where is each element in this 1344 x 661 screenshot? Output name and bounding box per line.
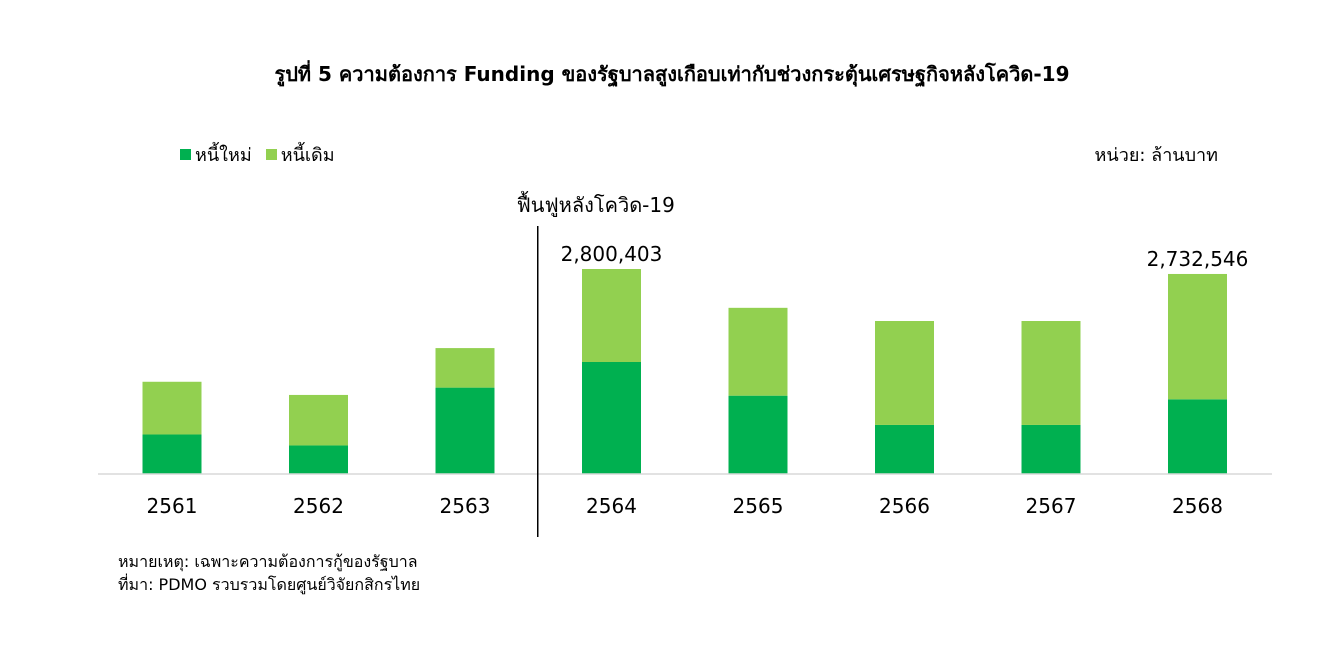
legend-label-old-debt: หนี้เดิม [280,145,335,166]
bar-old-debt-2565 [728,307,788,396]
x-tick-label-2564: 2564 [586,494,637,518]
bar-old-debt-2568 [1168,273,1227,400]
x-tick-label-2562: 2562 [293,494,344,518]
bar-new-debt-2562 [289,445,348,474]
legend-swatch-old-debt [265,149,277,160]
x-tick-label-2568: 2568 [1172,494,1223,518]
x-tick-label-2565: 2565 [733,494,784,518]
bar-old-debt-2563 [435,348,495,388]
data-label-2568: 2,732,546 [1147,247,1249,271]
bar-new-debt-2567 [1021,424,1081,474]
chart-title: รูปที่ 5 ความต้องการ Funding ของรัฐบาลสู… [274,62,1070,86]
footnote-source: ที่มา: PDMO รวบรวมโดยศูนย์วิจัยกสิกรไทย [118,575,421,594]
x-tick-label-2561: 2561 [147,494,198,518]
bar-old-debt-2564 [582,269,641,362]
bar-new-debt-2563 [435,387,495,474]
x-tick-label-2567: 2567 [1026,494,1077,518]
covid-recovery-annotation: ฟื้นฟูหลังโควิด-19 [517,191,675,218]
legend-swatch-new-debt [180,149,191,160]
legend-item-old-debt: หนี้เดิม [265,140,335,169]
bars-layer [142,269,1227,474]
x-tick-label-2563: 2563 [440,494,491,518]
footnote: หมายเหตุ: เฉพาะความต้องการกู้ของรัฐบาล ท… [118,550,420,596]
data-label-2564: 2,800,403 [561,242,663,266]
footnote-note: หมายเหตุ: เฉพาะความต้องการกู้ของรัฐบาล [118,552,418,571]
bar-old-debt-2567 [1021,321,1081,425]
legend: หนี้ใหม่ หนี้เดิม [180,140,349,169]
bar-new-debt-2566 [875,424,934,474]
legend-item-new-debt: หนี้ใหม่ [180,140,252,169]
bar-new-debt-2565 [728,395,788,474]
x-tick-label-2566: 2566 [879,494,930,518]
bar-new-debt-2568 [1168,399,1227,474]
bar-old-debt-2566 [875,321,934,425]
bar-old-debt-2562 [289,394,348,446]
legend-label-new-debt: หนี้ใหม่ [195,145,252,166]
unit-label: หน่วย: ล้านบาท [1094,145,1218,166]
bar-old-debt-2561 [142,381,202,435]
bar-new-debt-2561 [142,434,202,474]
bar-new-debt-2564 [582,361,641,474]
labels-layer: 2561 2562 2563 2564 2,800,403 2565 2566 2567 256… [147,242,1249,518]
